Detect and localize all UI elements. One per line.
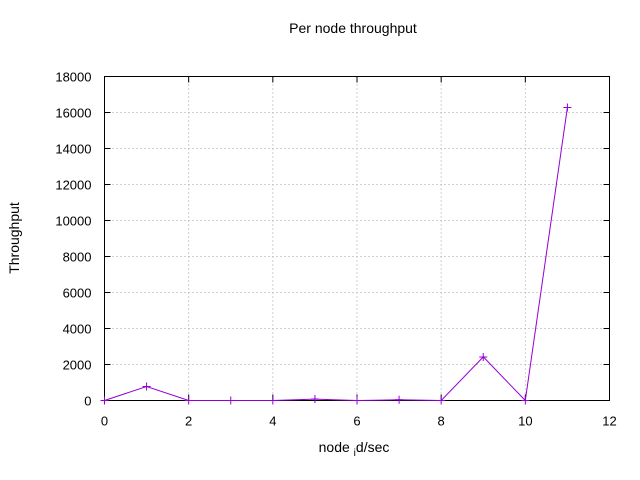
chart-title: Per node throughput: [289, 20, 417, 36]
data-point: [226, 396, 235, 405]
y-tick-label: 2000: [63, 358, 92, 373]
x-axis-label-subscript: i: [354, 448, 356, 459]
x-tick-label: 4: [269, 414, 276, 429]
y-tick-label: 6000: [63, 286, 92, 301]
y-tick-label: 4000: [63, 322, 92, 337]
series-0-line: [104, 107, 568, 402]
x-tick-label: 10: [518, 414, 532, 429]
data-point: [100, 396, 109, 405]
data-point: [268, 396, 277, 405]
data-point: [479, 352, 488, 361]
x-tick-label: 2: [185, 414, 192, 429]
data-point: [353, 396, 361, 405]
axis-ticks: 0 2000 4000 6000 8000 10000 12000 14000 16000 180…: [55, 70, 616, 429]
y-axis-label: Throughput: [6, 202, 22, 274]
data-point: [184, 396, 193, 405]
series: [100, 103, 572, 405]
x-tick-label: 0: [101, 414, 108, 429]
y-tick-label: 14000: [55, 142, 91, 157]
y-tick-label: 16000: [55, 106, 91, 121]
x-axis-label-main: node: [319, 439, 350, 455]
x-tick-label: 6: [353, 414, 360, 429]
data-point: [142, 382, 151, 391]
grid: [104, 76, 610, 401]
y-tick-label: 10000: [55, 214, 91, 229]
y-tick-label: 18000: [55, 70, 91, 85]
y-tick-label: 0: [84, 394, 91, 409]
data-point: [563, 103, 572, 112]
y-tick-label: 8000: [63, 250, 92, 265]
data-point: [521, 396, 530, 405]
y-tick-label: 12000: [55, 178, 91, 193]
x-axis-label: node id/sec: [319, 439, 390, 459]
x-tick-label: 12: [602, 414, 616, 429]
data-point: [437, 396, 446, 405]
x-axis-label-rest: d/sec: [356, 439, 389, 455]
data-point: [310, 395, 319, 404]
x-tick-label: 8: [438, 414, 445, 429]
data-point: [395, 395, 404, 404]
